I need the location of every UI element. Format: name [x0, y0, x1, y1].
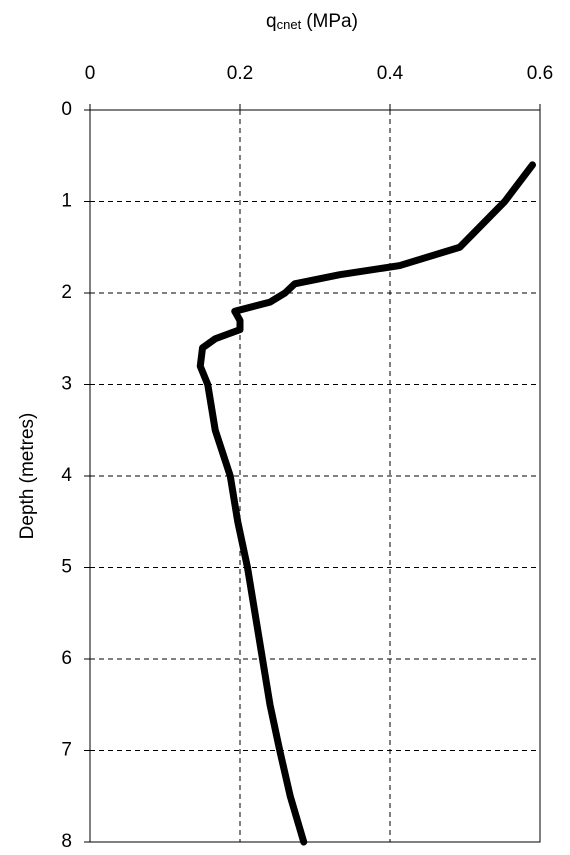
y-tick-label: 4 [61, 465, 72, 486]
plot-frame [89, 109, 541, 843]
y-tick-label: 7 [61, 740, 72, 761]
y-tick-label: 6 [61, 648, 72, 669]
y-tick-label: 1 [61, 191, 72, 212]
y-tick-label: 3 [61, 374, 72, 395]
y-tick-label: 0 [61, 99, 72, 120]
data-line [196, 161, 536, 846]
x-tick-label: 0.2 [227, 63, 253, 84]
x-tick-label: 0.4 [377, 63, 404, 84]
x-axis-label: qcnet (MPa) [266, 11, 358, 32]
y-axis-label: Depth (metres) [17, 413, 38, 540]
y-tick-label: 5 [61, 557, 72, 578]
x-tick-label: 0 [85, 63, 96, 84]
y-tick-label: 8 [61, 831, 72, 850]
x-tick-label: 0.6 [527, 63, 553, 84]
y-tick-label: 2 [61, 282, 72, 303]
